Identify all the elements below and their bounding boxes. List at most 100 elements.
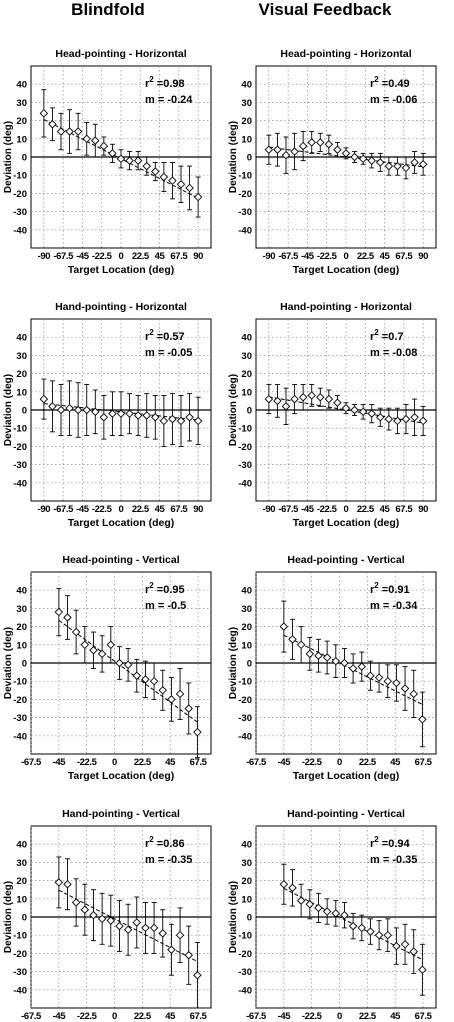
y-tick-label: -40: [13, 985, 27, 996]
fit-line: [283, 634, 423, 705]
data-point: [73, 127, 83, 136]
data-point: [401, 163, 411, 173]
data-point: [410, 158, 419, 167]
x-tick-label: 0: [344, 251, 349, 262]
y-tick-label: 0: [22, 406, 27, 417]
x-tick-label: -45: [53, 757, 67, 768]
panel-title: Hand-pointing - Horizontal: [55, 301, 187, 313]
x-axis-label: Target Location (deg): [68, 517, 175, 529]
x-tick-label: -22.5: [92, 251, 113, 262]
data-point: [350, 405, 359, 415]
x-tick-label: 0: [112, 757, 117, 768]
data-point: [288, 883, 297, 893]
y-tick-label: -40: [13, 225, 27, 236]
y-tick-label: 0: [22, 153, 27, 164]
y-tick-label: 40: [241, 586, 252, 597]
data-point: [115, 921, 124, 931]
data-point: [376, 413, 385, 422]
x-tick-label: 90: [418, 504, 428, 515]
y-tick-label: 10: [16, 640, 27, 651]
data-point: [279, 622, 289, 631]
data-point: [367, 156, 376, 165]
data-point: [116, 409, 126, 418]
data-point: [341, 149, 351, 158]
panel-title: Hand-pointing - Horizontal: [280, 301, 412, 313]
data-point: [158, 929, 167, 938]
x-tick-label: 67.5: [415, 757, 433, 768]
data-point: [279, 880, 289, 889]
data-point: [151, 413, 160, 422]
y-tick-label: 40: [241, 840, 252, 851]
data-point: [290, 147, 299, 156]
data-point: [82, 405, 91, 415]
r-squared-annotation: r2 =0.91: [370, 581, 410, 596]
data-point: [333, 398, 342, 407]
x-tick-label: 67.5: [395, 251, 413, 262]
y-tick-label: -30: [13, 460, 27, 471]
x-tick-label: -45: [53, 1011, 67, 1022]
data-point: [184, 950, 193, 960]
data-point: [331, 909, 341, 918]
x-tick-label: 45: [165, 757, 176, 768]
y-tick-label: -20: [238, 949, 252, 960]
x-tick-label: 45: [165, 1011, 176, 1022]
data-point: [141, 923, 150, 933]
x-tick-label: 22.5: [359, 1011, 377, 1022]
x-tick-label: -22.5: [77, 1011, 98, 1022]
slope-annotation: m = -0.5: [145, 600, 186, 612]
data-point: [383, 930, 392, 940]
data-point: [39, 109, 49, 118]
x-tick-label: 22.5: [134, 1011, 152, 1022]
data-point: [358, 407, 368, 417]
data-point: [106, 916, 116, 925]
data-point: [392, 678, 401, 688]
y-tick-label: 20: [16, 876, 27, 887]
y-tick-label: -10: [13, 931, 27, 942]
data-point: [350, 152, 359, 162]
data-point: [168, 176, 177, 185]
data-point: [149, 923, 159, 933]
y-tick-label: -20: [13, 949, 27, 960]
y-tick-label: 40: [16, 333, 27, 344]
y-tick-label: 10: [241, 134, 252, 145]
y-tick-label: 30: [16, 98, 27, 109]
data-point: [99, 141, 109, 151]
x-tick-label: 22.5: [134, 757, 152, 768]
y-tick-label: 20: [241, 876, 252, 887]
data-point: [305, 649, 315, 659]
data-point: [348, 664, 358, 673]
data-point: [175, 689, 185, 699]
panel-title: Head-pointing - Horizontal: [280, 48, 411, 60]
x-tick-label: -45: [76, 251, 90, 262]
y-tick-label: 10: [241, 894, 252, 905]
y-tick-label: 20: [241, 369, 252, 380]
y-tick-label: 0: [22, 659, 27, 670]
data-point: [176, 180, 186, 189]
data-point: [56, 405, 66, 415]
data-point: [324, 394, 334, 404]
x-tick-label: 0: [119, 504, 124, 515]
y-tick-label: -40: [238, 478, 252, 489]
data-point: [108, 149, 117, 158]
data-point: [348, 921, 358, 931]
data-point: [384, 414, 394, 424]
y-tick-label: -30: [13, 967, 27, 978]
y-tick-label: 10: [16, 134, 27, 145]
x-tick-label: -22.5: [77, 757, 98, 768]
y-tick-label: 0: [247, 153, 252, 164]
y-tick-label: -30: [238, 967, 252, 978]
data-point: [123, 660, 133, 670]
x-tick-label: -22.5: [317, 251, 338, 262]
y-axis-label: Deviation (deg): [3, 627, 14, 699]
data-point: [142, 411, 151, 420]
x-tick-label: -22.5: [317, 504, 338, 515]
x-tick-label: 67.5: [395, 504, 413, 515]
y-tick-label: 0: [247, 659, 252, 670]
x-tick-label: -45: [301, 251, 315, 262]
panel-hand-vertical-blindfold: Hand-pointing - Vertical 40 30 20 10 0 -10 -20 -…: [3, 808, 212, 1022]
y-axis-label: Deviation (deg): [3, 121, 14, 193]
y-tick-label: -10: [238, 677, 252, 688]
y-tick-label: 10: [16, 894, 27, 905]
data-point: [298, 141, 308, 151]
data-point: [358, 154, 368, 164]
